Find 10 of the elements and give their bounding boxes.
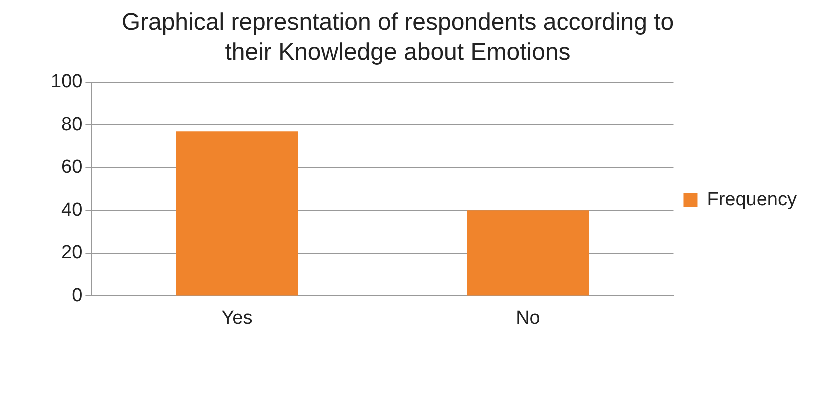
x-tick-label: No — [516, 308, 540, 329]
y-tick-label: 60 — [62, 157, 83, 178]
chart-title: Graphical represntation of respondents according to their Knowledge about Emotions — [120, 8, 676, 68]
y-tick-label: 40 — [62, 200, 83, 221]
y-tick-label: 80 — [62, 114, 83, 136]
legend-label: Frequency — [707, 190, 798, 211]
y-tick-label: 20 — [62, 242, 83, 264]
x-tick-label: Yes — [222, 308, 253, 329]
y-tick-label: 0 — [72, 285, 83, 306]
y-tick-label: 100 — [51, 72, 83, 93]
